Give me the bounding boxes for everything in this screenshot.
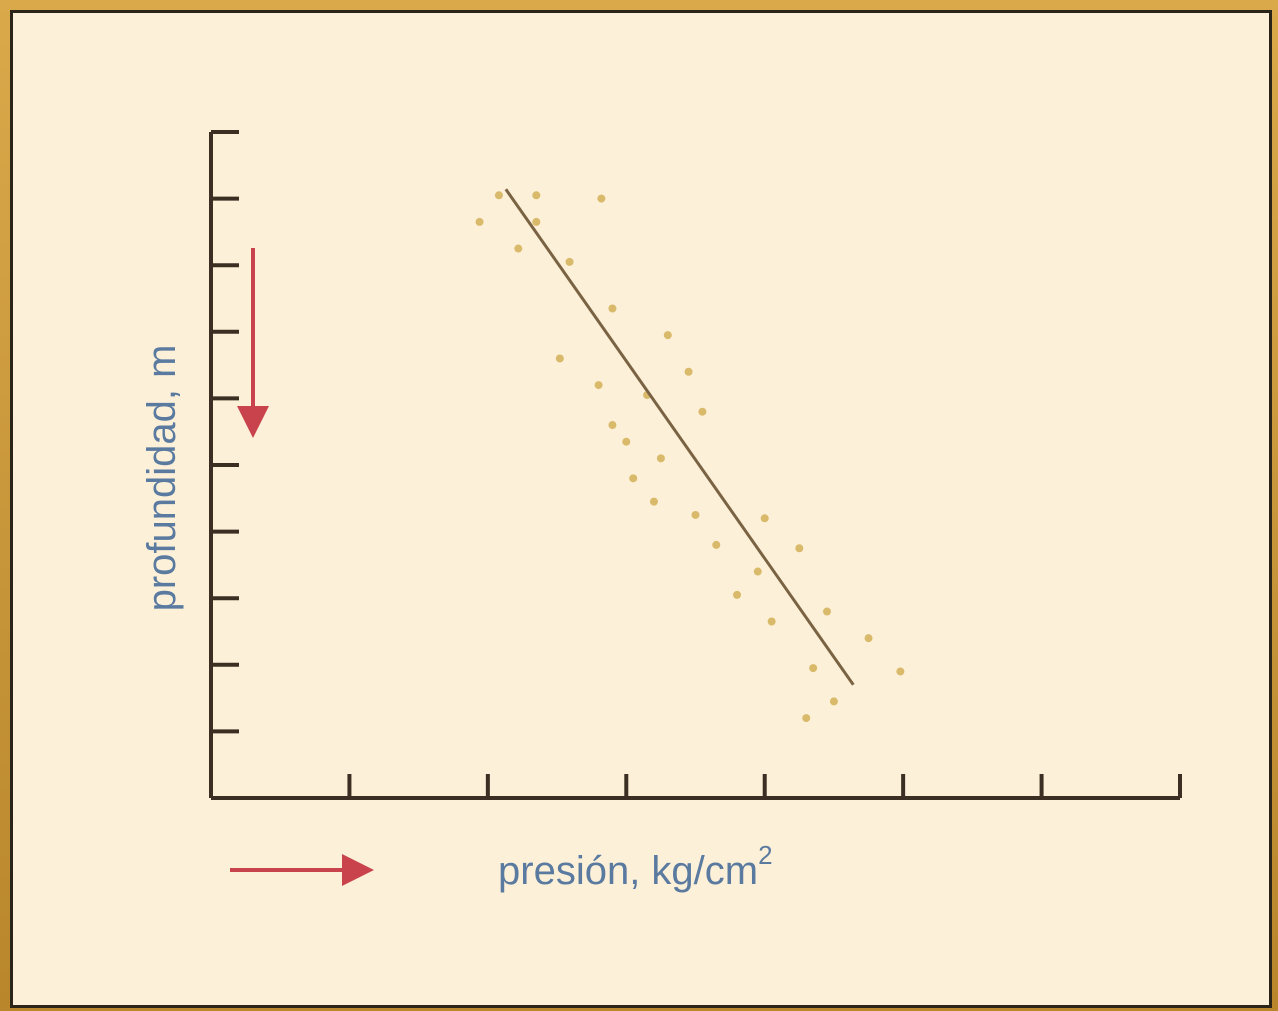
data-point xyxy=(795,544,804,553)
data-point xyxy=(864,634,873,643)
data-point xyxy=(532,191,541,200)
data-point xyxy=(656,454,665,463)
data-point xyxy=(532,217,541,226)
chart-panel xyxy=(10,10,1272,1008)
data-point xyxy=(823,607,832,616)
data-point xyxy=(622,437,631,446)
data-point xyxy=(629,474,638,483)
x-axis-label-superscript: 2 xyxy=(758,840,772,870)
data-point xyxy=(608,304,617,313)
data-point xyxy=(565,257,574,266)
x-axis-ticks xyxy=(347,774,1182,798)
data-point xyxy=(475,217,484,226)
data-point xyxy=(760,514,769,523)
data-point xyxy=(698,407,707,416)
data-point xyxy=(597,194,606,203)
data-point xyxy=(608,421,617,430)
y-axis-label: profundidad, m xyxy=(140,345,184,612)
data-point xyxy=(767,617,776,626)
data-point xyxy=(829,697,838,706)
data-points xyxy=(475,191,905,723)
x-axis-label: presión, kg/cm2 xyxy=(498,840,773,893)
data-point xyxy=(712,540,721,549)
data-point xyxy=(896,667,905,676)
trend-line-group xyxy=(504,188,855,686)
data-point xyxy=(691,510,700,519)
data-point xyxy=(594,381,603,390)
data-point xyxy=(733,590,742,599)
data-point xyxy=(684,367,693,376)
data-point xyxy=(514,244,523,253)
data-point xyxy=(802,714,811,723)
x-axis-label-base: presión, kg/cm xyxy=(498,849,758,893)
data-point xyxy=(494,191,503,200)
data-point xyxy=(753,567,762,576)
data-point xyxy=(555,354,564,363)
data-point xyxy=(649,497,658,506)
direction-arrows xyxy=(230,248,374,886)
trend-line xyxy=(504,188,855,686)
y-axis-ticks xyxy=(211,130,239,734)
data-point xyxy=(663,331,672,340)
data-point xyxy=(809,664,818,673)
axes xyxy=(209,132,1180,800)
